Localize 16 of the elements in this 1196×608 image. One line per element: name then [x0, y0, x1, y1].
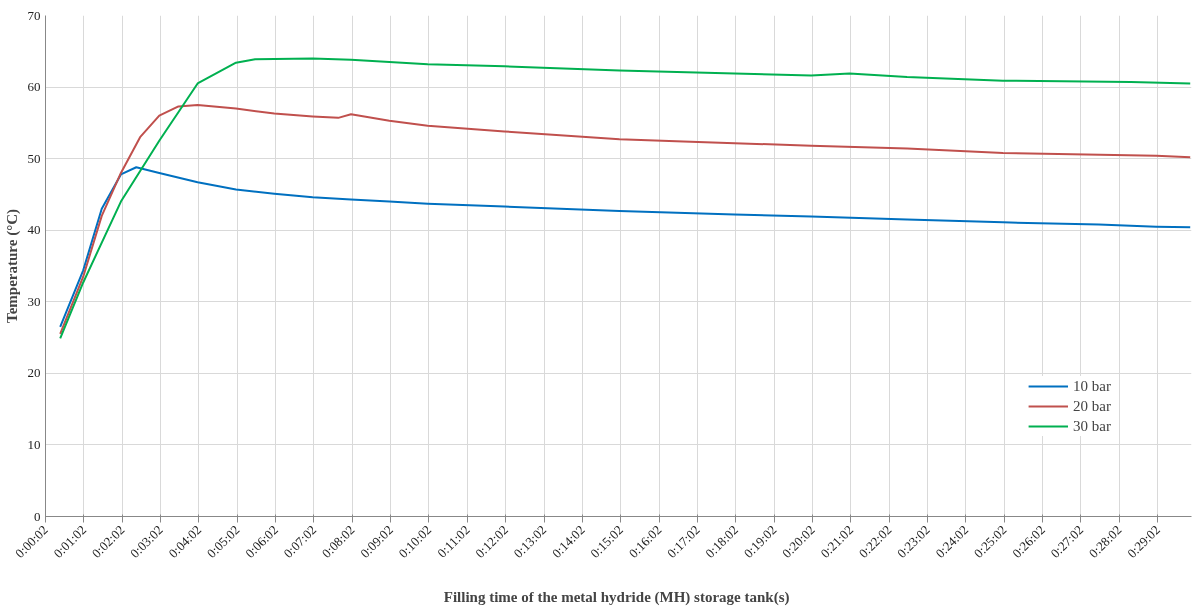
y-tick-label: 60 [27, 79, 41, 95]
x-axis-title: Filling time of the metal hydride (MH) storage tank(s) [443, 589, 790, 607]
line-series [59, 103, 1192, 335]
y-tick-label: 50 [27, 150, 41, 166]
legend-label: 10 bar [1073, 377, 1111, 395]
y-tick-label: 30 [27, 293, 41, 309]
legend-label: 30 bar [1073, 417, 1111, 435]
legend-label: 20 bar [1073, 397, 1111, 415]
line-series [59, 57, 1192, 340]
y-tick-label: 0 [34, 508, 41, 524]
y-tick-label: 20 [27, 365, 41, 381]
y-axis-title: Temperature (°C) [3, 209, 21, 323]
line-series [59, 166, 1192, 328]
y-tick-label: 70 [27, 7, 41, 23]
y-tick-label: 10 [27, 436, 41, 452]
y-tick-label: 40 [27, 222, 41, 238]
